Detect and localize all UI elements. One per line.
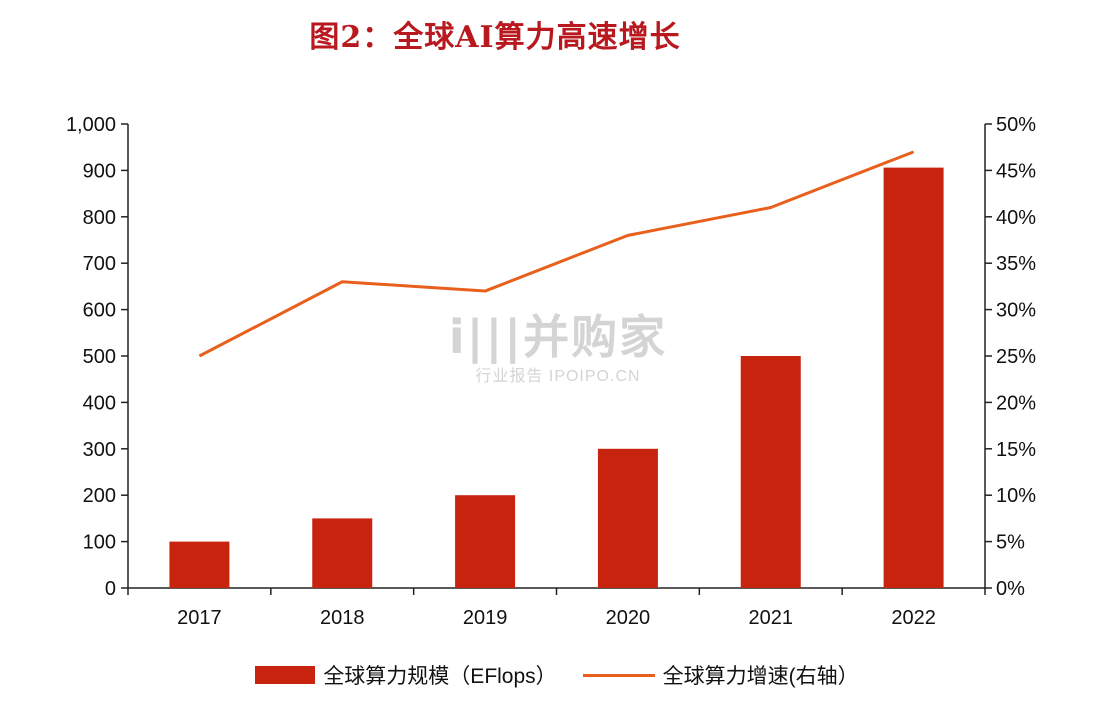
bar [455,495,516,588]
right-tick-label: 10% [996,485,1036,507]
left-tick-label: 0 [105,578,116,600]
left-tick-label: 600 [83,300,116,322]
right-tick-label: 45% [996,160,1036,182]
right-tick-label: 30% [996,300,1036,322]
right-tick-label: 25% [996,346,1036,368]
left-tick-label: 500 [83,346,116,368]
bar [883,167,944,588]
legend-label-bar: 全球算力规模（EFlops） [323,665,557,688]
tick-labels: 0 100 200 300 400 500 600 700 800 900 1,000 0% 5% 10%… [66,114,1036,629]
left-tick-label: 1,000 [66,114,116,136]
left-tick-label: 700 [83,253,116,275]
left-tick-label: 200 [83,485,116,507]
right-tick-label: 0% [996,578,1025,600]
left-tick-label: 900 [83,160,116,182]
bar [597,448,658,588]
x-tick-label: 2017 [177,607,222,629]
right-tick-label: 20% [996,392,1036,414]
legend-label-line: 全球算力增速(右轴） [662,665,859,688]
x-tick-label: 2022 [891,607,936,629]
right-tick-label: 50% [996,114,1036,136]
bar [740,356,801,588]
x-tick-label: 2018 [320,607,365,629]
right-tick-label: 15% [996,439,1036,461]
x-tick-label: 2020 [606,607,651,629]
bar [169,541,230,588]
chart-title: 图2：全球AI算力高速增长 [309,20,681,55]
legend-item-line: 全球算力增速(右轴） [582,660,859,690]
bars [169,167,944,588]
right-tick-label: 5% [996,532,1025,554]
axes [121,123,992,595]
legend-item-bar: 全球算力规模（EFlops） [255,660,557,690]
legend-swatch-line [582,673,655,677]
right-tick-label: 40% [996,207,1036,229]
growth-line [198,150,915,358]
left-tick-label: 300 [83,439,116,461]
bar [312,518,373,588]
legend: 全球算力规模（EFlops） 全球算力增速(右轴） [0,660,1114,690]
left-tick-label: 400 [83,392,116,414]
x-tick-label: 2019 [463,607,508,629]
left-tick-label: 800 [83,207,116,229]
right-tick-label: 35% [996,253,1036,275]
legend-swatch-bar [255,666,316,684]
x-tick-label: 2021 [749,607,794,629]
growth-line-path [198,150,915,358]
left-tick-label: 100 [83,532,116,554]
